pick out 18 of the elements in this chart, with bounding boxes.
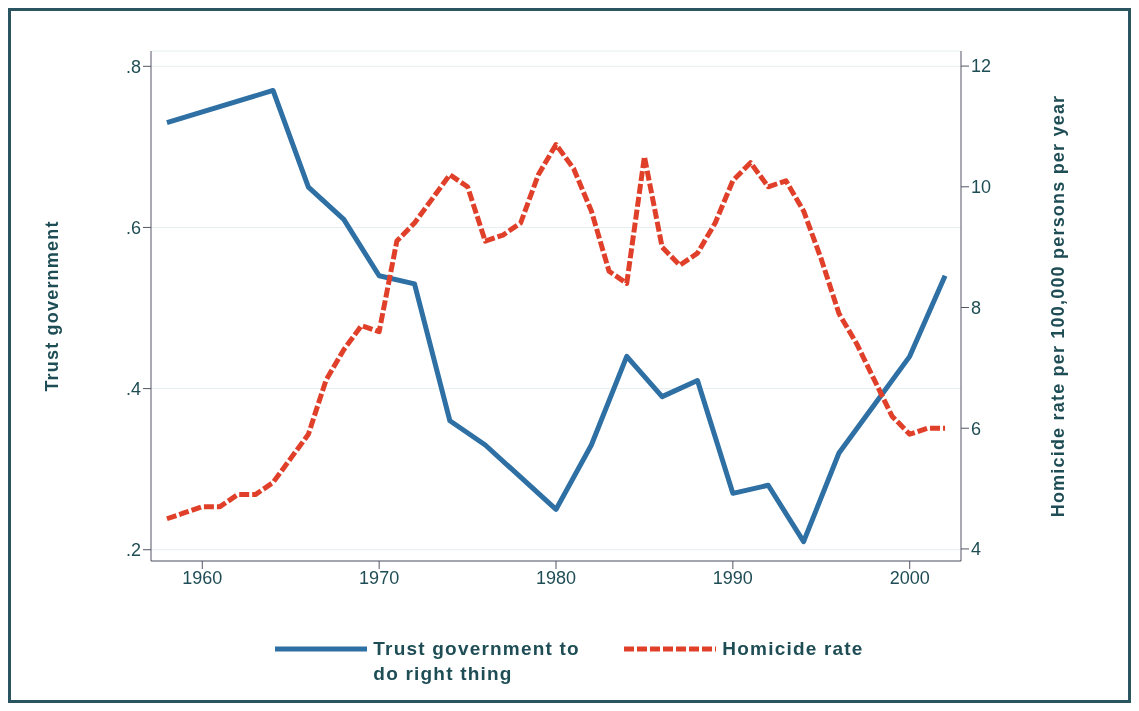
y2-axis-title: Homicide rate per 100,000 persons per year — [1047, 94, 1068, 518]
y-axis-title: Trust government — [41, 220, 62, 392]
y-tick-label: .6 — [125, 217, 141, 238]
y2-tick-label: 12 — [971, 56, 992, 77]
x-tick-label: 1960 — [182, 567, 223, 588]
y2-tick-label: 6 — [971, 418, 982, 439]
y-tick-label: .4 — [125, 378, 141, 399]
x-tick-label: 2000 — [889, 567, 930, 588]
y-tick-label: .8 — [125, 56, 141, 77]
legend-label: Homicide rate — [722, 637, 864, 661]
y2-tick-label: 4 — [971, 539, 982, 560]
x-tick-label: 1970 — [359, 567, 400, 588]
x-tick-label: 1990 — [712, 567, 753, 588]
y2-tick-label: 8 — [971, 297, 982, 318]
legend-label: Trust government to do right thing — [373, 637, 581, 686]
y2-tick-label: 10 — [971, 177, 992, 198]
x-tick-label: 1980 — [535, 567, 577, 588]
y-tick-label: .2 — [125, 540, 141, 561]
